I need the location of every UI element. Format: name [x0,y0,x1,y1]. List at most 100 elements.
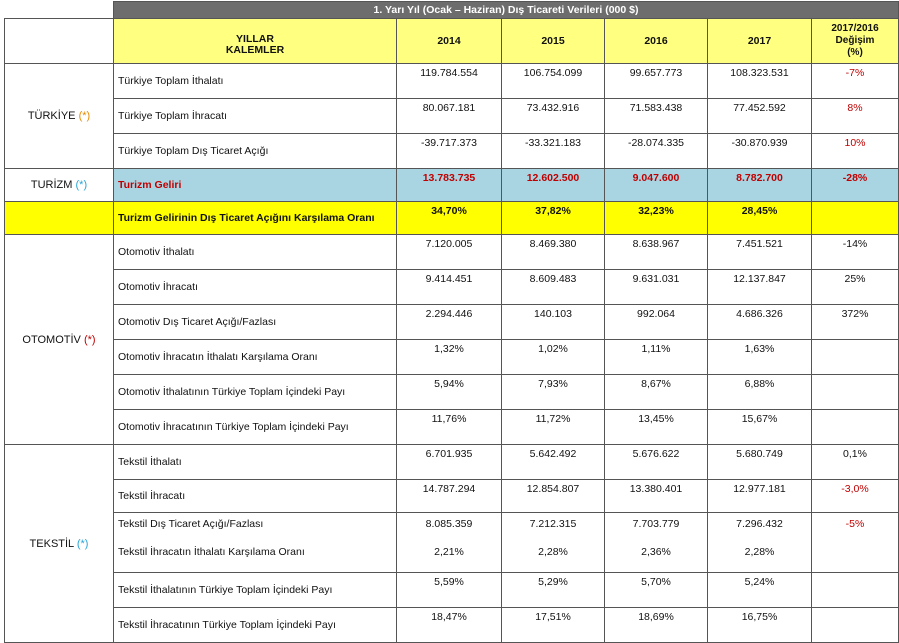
cell-value: 6.701.935 [396,444,502,480]
cell-change: 10% [811,133,899,169]
table-row: Otomotiv İhracatın İthalatı Karşılama Or… [5,339,899,375]
row-label: Otomotiv İhracatın İthalatı Karşılama Or… [113,339,397,375]
row-label: Otomotiv İthalatı [113,234,397,270]
cell-value: 8.085.359 [425,518,473,530]
cell-value: 12.602.500 [501,168,605,202]
cell-value: 11,76% [396,409,502,445]
header-change-line: 2017/2016 [831,23,879,34]
cell-value-pair: 7.212.315 2,28% [501,512,605,573]
cell-value: 1,32% [396,339,502,375]
cell-value: -28.074.335 [604,133,708,169]
cell-value-pair: 7.703.779 2,36% [604,512,708,573]
row-label: Türkiye Toplam İthalatı [113,63,397,99]
row-label: Otomotiv Dış Ticaret Açığı/Fazlası [113,304,397,340]
group-tekstil: TEKSTİL (*) [4,444,114,643]
table-row: Otomotiv Dış Ticaret Açığı/Fazlası 2.294… [5,304,899,340]
cell-value: 13.783.735 [396,168,502,202]
cell-value: 12.137.847 [707,269,812,305]
table-row: Türkiye Toplam Dış Ticaret Açığı -39.717… [5,133,899,169]
table-row: Tekstil Dış Ticaret Açığı/Fazlası Teksti… [5,512,899,573]
cell-value: 28,45% [707,201,812,235]
cell-value: 106.754.099 [501,63,605,99]
row-label: Turizm Geliri [113,168,397,202]
cell-value: 2,28% [744,546,775,558]
cell-value: 32,23% [604,201,708,235]
cell-value: -33.321.183 [501,133,605,169]
header-year: 2016 [604,18,708,64]
header-blank [4,18,114,64]
cell-value: 7,93% [501,374,605,410]
table-row: Tekstil İhracatının Türkiye Toplam İçind… [5,607,899,643]
cell-value: 8,67% [604,374,708,410]
cell-value: 13.380.401 [604,479,708,513]
row-label: Tekstil İthalatı [113,444,397,480]
cell-value: 2,36% [641,546,671,558]
header-kalemler-label: KALEMLER [225,44,285,56]
cell-value: 5,29% [501,572,605,608]
row-label: Turizm Gelirinin Dış Ticaret Açığını Kar… [113,201,397,235]
table-row: TÜRKİYE (*) Türkiye Toplam İthalatı 119.… [4,63,899,169]
row-label: Türkiye Toplam Dış Ticaret Açığı [113,133,397,169]
cell-value: 2.294.446 [396,304,502,340]
cell-value: 7.296.432 [736,518,783,530]
group-turizm: TURİZM (*) [4,168,114,202]
group-turkiye: TÜRKİYE (*) [4,63,114,169]
cell-value: 8.782.700 [707,168,812,202]
table-row: OTOMOTİV (*) Otomotiv İthalatı 7.120.005… [4,234,899,445]
header-yillar: YILLAR [236,33,274,45]
cell-value: 15,67% [707,409,812,445]
header-kalemler: YILLAR KALEMLER [113,18,397,64]
cell-value: -30.870.939 [707,133,812,169]
cell-value: 1,11% [604,339,708,375]
cell-change: -14% [811,234,899,270]
cell-value: 11,72% [501,409,605,445]
group-name: TURİZM [30,179,73,191]
group-name: TÜRKİYE [27,110,76,122]
cell-value: 77.452.592 [707,98,812,134]
cell-change [811,374,899,410]
table-row: TEKSTİL (*) Tekstil İthalatı 6.701.935 5… [4,444,899,643]
cell-change [811,201,899,235]
cell-value: 12.854.807 [501,479,605,513]
header-year: 2014 [396,18,502,64]
cell-value: 1,63% [707,339,812,375]
group-star: (*) [75,179,88,191]
cell-value: 5,94% [396,374,502,410]
cell-value: 1,02% [501,339,605,375]
table-title: 1. Yarı Yıl (Ocak – Haziran) Dış Ticaret… [113,1,899,19]
cell-change: 0,1% [811,444,899,480]
title-spacer [5,2,114,19]
row-label: Otomotiv İhracatı [113,269,397,305]
group-name: OTOMOTİV [22,333,81,346]
cell-value: 7.212.315 [529,518,577,530]
cell-value: 34,70% [396,201,502,235]
cell-value-pair: 7.296.432 2,28% [707,512,812,573]
cell-value: 7.120.005 [396,234,502,270]
table-row: Otomotiv İhracatı 9.414.451 8.609.483 9.… [5,269,899,305]
cell-value: 140.103 [501,304,605,340]
row-label: Otomotiv İthalatının Türkiye Toplam İçin… [113,374,397,410]
cell-change: 372% [811,304,899,340]
cell-value: 5.642.492 [501,444,605,480]
cell-value: 18,47% [396,607,502,643]
group-otomotiv: OTOMOTİV (*) [4,234,114,445]
header-year: 2015 [501,18,605,64]
group-name: TEKSTİL [29,537,74,550]
cell-change: 25% [811,269,899,305]
cell-change-value: -5% [845,518,865,530]
cell-value: 13,45% [604,409,708,445]
cell-change: -28% [811,168,899,202]
group-star: (*) [78,110,91,122]
row-label: Tekstil İhracatının Türkiye Toplam İçind… [113,607,397,643]
oran-blank [4,201,114,235]
cell-value: 108.323.531 [707,63,812,99]
cell-value: -39.717.373 [396,133,502,169]
cell-value: 73.432.916 [501,98,605,134]
row-label-pair: Tekstil Dış Ticaret Açığı/Fazlası Teksti… [113,512,397,573]
row-label: Tekstil İhracatın İthalatı Karşılama Ora… [118,546,305,558]
table-row: TURİZM (*) Turizm Geliri 13.783.735 12.6… [4,168,899,202]
cell-value: 5,70% [604,572,708,608]
cell-value: 992.064 [604,304,708,340]
cell-change: 8% [811,98,899,134]
cell-value: 9.631.031 [604,269,708,305]
